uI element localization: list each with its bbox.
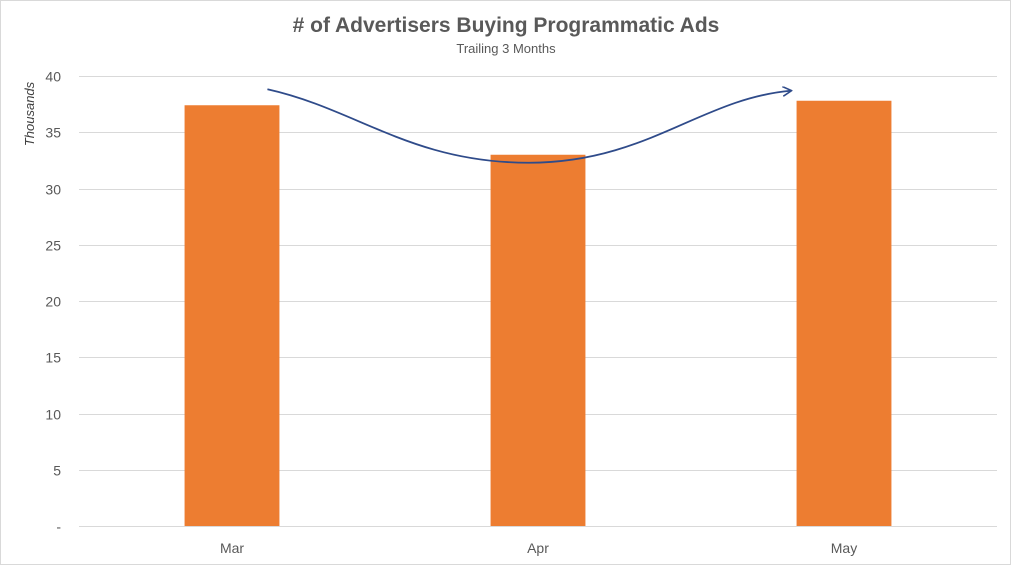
x-tick-label: May	[831, 540, 857, 556]
bar-may	[796, 100, 892, 526]
x-tick-label: Apr	[527, 540, 549, 556]
y-tick-label: 10	[45, 407, 61, 423]
chart-title: # of Advertisers Buying Programmatic Ads	[293, 14, 720, 37]
y-tick-label: 5	[53, 463, 61, 479]
y-axis-ticks: - 5 10 15 20 25 30 35 40	[45, 69, 61, 535]
bar-apr	[490, 154, 586, 526]
y-tick-label: 20	[45, 294, 61, 310]
bar-mar	[184, 105, 280, 526]
y-tick-label: -	[56, 519, 61, 535]
y-tick-label: 15	[45, 350, 61, 366]
y-tick-label: 30	[45, 182, 61, 198]
trend-arrow	[267, 89, 790, 164]
y-axis-title: Thousands	[22, 81, 37, 146]
y-tick-label: 40	[45, 69, 61, 85]
x-tick-label: Mar	[220, 540, 244, 556]
bars	[184, 100, 892, 526]
x-axis-ticks: Mar Apr May	[220, 540, 857, 556]
y-tick-label: 35	[45, 125, 61, 141]
y-tick-label: 25	[45, 238, 61, 254]
chart-subtitle: Trailing 3 Months	[456, 41, 556, 56]
annotations	[267, 89, 790, 164]
